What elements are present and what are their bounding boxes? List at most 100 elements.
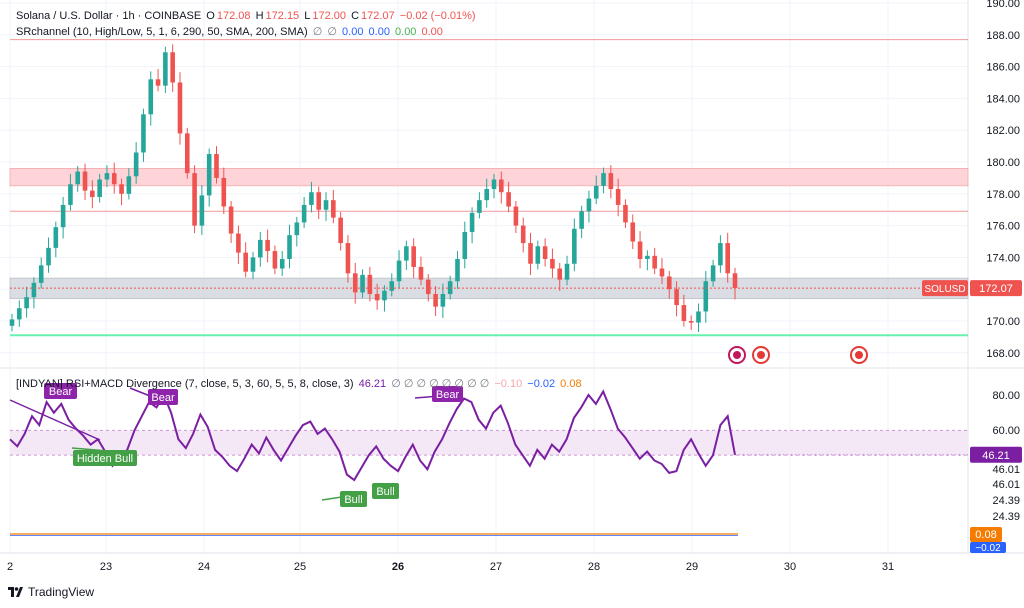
price-tick-label: 186.00 [986,62,1020,74]
candle-body [425,279,431,294]
candle-body [279,258,285,269]
high-label: H [255,10,264,22]
rsi-tick-label: 24.39 [992,511,1020,523]
symbol-badge [922,280,968,297]
macd-value-2: −0.02 [527,378,556,390]
candle-body [236,233,241,253]
candle-body [725,243,730,274]
candle-body [133,152,139,177]
tradingview-logo[interactable]: TradingView [8,585,94,599]
candle-body [652,255,657,269]
candle-body [688,321,694,323]
close-value: 172.07 [361,10,395,22]
candle-body [484,189,489,201]
candle-body [374,293,380,301]
sr-zone [9,168,969,187]
candle-body [258,239,263,258]
candle-body [265,239,270,252]
indicator-title: SRchannel (10, High/Low, 5, 1, 6, 290, 5… [16,26,308,38]
bull-signal-label-bg [372,483,399,499]
candle-body [68,184,73,205]
candle-body [60,204,66,228]
price-tick-label: 180.00 [986,157,1020,169]
time-tick-label: 26 [392,561,404,573]
price-tick-label: 182.00 [986,125,1020,137]
candle-body [593,185,599,199]
hidden-bull-signal-label-bg [73,450,137,466]
candle-body [309,192,314,205]
candle-body [250,257,256,272]
change-value: −0.02 (−0.01%) [399,10,476,22]
candle-body [75,171,81,185]
candle-body [732,273,738,289]
bull-signal-label: Bull [344,494,362,506]
candle-body [148,79,154,115]
time-tick-label: 24 [198,561,210,573]
candle-body [718,243,723,266]
candle-body [228,206,234,234]
candle-body [38,265,44,283]
candle-body [90,190,95,197]
rsi-tick-label: 46.01 [992,464,1020,476]
rsi-legend: [INDYAN] RSI+MACD Divergence (7, close, … [16,377,584,390]
rsi-value: 46.21 [358,378,387,390]
last-price-label-bg [970,280,1022,297]
brand-name: TradingView [28,585,95,599]
candle-body [352,273,358,293]
candle-body [535,246,541,264]
candle-body [411,246,416,267]
candle-body [623,204,628,223]
candle-body [331,200,336,218]
time-tick-label: 30 [784,561,796,573]
indicator-value-2: ∅ [327,26,337,38]
candle-body [564,263,570,280]
candle-body [272,251,278,269]
candle-body [462,231,468,259]
macd-value-3: 0.08 [560,378,582,390]
candle-body [659,268,665,277]
time-tick-label: 27 [490,561,502,573]
candle-body [404,246,409,261]
candle-body [97,179,102,197]
price-tick-label: 176.00 [986,221,1020,233]
candle-body [104,173,110,180]
candle-body [572,228,577,264]
tradingview-icon [8,587,23,597]
time-tick-label: 28 [588,561,600,573]
time-tick-label: 29 [686,561,698,573]
rsi-tick-label: 80.00 [992,390,1020,402]
candle-body [46,247,51,266]
candle-body [528,243,533,264]
candle-body [520,225,526,244]
bear-signal-label-bg [148,389,178,405]
candle-body [645,255,650,259]
rsi-band [10,430,968,456]
open-label: O [206,10,215,22]
indicator-legend: SRchannel (10, High/Low, 5, 1, 6, 290, 5… [16,25,445,38]
candle-body [221,177,227,207]
price-tick-label: 178.00 [986,189,1020,201]
candle-body [31,282,37,298]
candle-body [382,290,387,301]
bear-signal-label: Bear [436,389,460,401]
price-tick-label: 170.00 [986,316,1020,328]
price-tick-label: 168.00 [986,348,1020,360]
rsi-line [9,389,736,482]
candle-body [557,268,563,280]
candle-body [499,179,504,193]
bear-signal-label-bg [432,386,463,402]
time-tick-label: 23 [100,561,112,573]
open-value: 172.08 [216,10,251,22]
macd-pos-label-bg [970,527,1002,542]
last-price-label: 172.07 [979,283,1013,295]
bear-divergence-line [9,399,101,441]
indicator-value-1: ∅ [312,26,323,38]
candle-body [243,252,248,272]
candle-body [666,276,672,290]
macd-neg-label: −0.02 [975,543,1001,554]
candle-body [674,289,679,306]
candle-body [491,179,497,190]
candle-body [586,198,592,212]
macd-neg-label-bg [970,542,1006,553]
